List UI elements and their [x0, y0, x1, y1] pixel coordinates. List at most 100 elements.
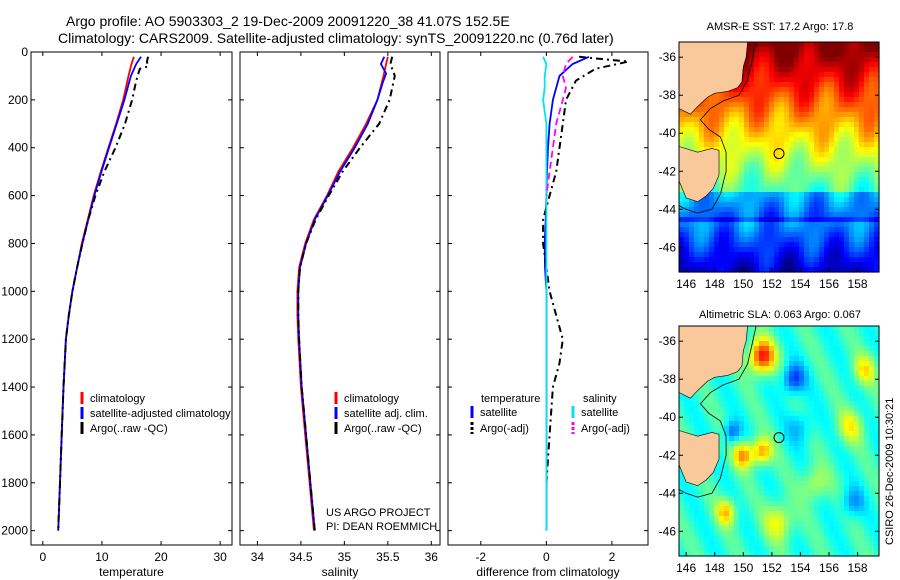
sla-map-cell	[794, 366, 800, 372]
sst-map-cell	[844, 137, 850, 143]
sla-map-cell	[874, 441, 880, 447]
sla-map-cell	[774, 381, 780, 387]
sla-map-cell	[869, 331, 875, 337]
salinity-xtick-label: 34	[251, 550, 265, 564]
sst-map-cell	[824, 157, 830, 163]
sst-map-cell	[839, 132, 845, 138]
sla-map-cell	[749, 551, 755, 557]
sst-map-cell	[839, 212, 845, 218]
sla-map-cell	[794, 371, 800, 377]
sla-map-cell	[689, 501, 695, 507]
sst-map-cell	[844, 112, 850, 118]
sla-map-cell	[699, 416, 705, 422]
sst-map-cell	[844, 97, 850, 103]
sst-map-cell	[829, 102, 835, 108]
sst-map-cell	[704, 267, 710, 273]
sst-map-cell	[764, 202, 770, 208]
sst-map-cell	[709, 97, 715, 103]
sst-map-cell	[764, 177, 770, 183]
sst-map-cell	[844, 42, 850, 48]
sst-map-cell	[789, 262, 795, 268]
sst-map-cell	[784, 187, 790, 193]
sla-map-cell	[804, 546, 810, 552]
sla-map-cell	[724, 436, 730, 442]
sst-map-cell	[819, 192, 825, 198]
sla-map-cell	[804, 396, 810, 402]
sla-map-cell	[764, 331, 770, 337]
sst-map-cell	[824, 107, 830, 113]
sst-map-cell	[754, 247, 760, 253]
sst-map-cell	[754, 212, 760, 218]
sst-map-cell	[864, 152, 870, 158]
sla-map-cell	[794, 526, 800, 532]
sla-map-cell	[709, 406, 715, 412]
sst-map-cell	[759, 212, 765, 218]
sst-map-cell	[689, 207, 695, 213]
sla-map-cell	[849, 466, 855, 472]
sst-map-cell	[864, 127, 870, 133]
sla-map-cell	[679, 426, 685, 432]
sst-map-cell	[759, 122, 765, 128]
sla-map-cell	[739, 366, 745, 372]
sla-map-cell	[849, 506, 855, 512]
sst-map-cell	[834, 237, 840, 243]
sla-map-cell	[864, 506, 870, 512]
sla-map-cell	[864, 411, 870, 417]
sst-map-cell	[719, 242, 725, 248]
sst-map-cell	[754, 242, 760, 248]
sla-map-cell	[679, 486, 685, 492]
sst-map-cell	[779, 222, 785, 228]
sst-map-cell	[784, 182, 790, 188]
sla-map-cell	[829, 346, 835, 352]
sla-map-cell	[754, 451, 760, 457]
sla-map-cell	[864, 426, 870, 432]
sla-map-cell	[749, 436, 755, 442]
sst-map-cell	[849, 167, 855, 173]
sst-map-cell	[814, 172, 820, 178]
sla-map-cell	[809, 426, 815, 432]
sla-map-cell	[724, 476, 730, 482]
sla-map-cell	[769, 341, 775, 347]
sst-map-cell	[834, 192, 840, 198]
sla-map-cell	[814, 466, 820, 472]
sst-map-cell	[774, 42, 780, 48]
sla-map-cell	[854, 486, 860, 492]
sst-map-cell	[859, 47, 865, 53]
sst-map-cell	[869, 72, 875, 78]
sla-map-cell	[784, 491, 790, 497]
sla-map-cell	[794, 361, 800, 367]
sla-map-cell	[814, 421, 820, 427]
sst-map-cell	[769, 222, 775, 228]
sla-map-cell	[739, 536, 745, 542]
sst-map-cell	[819, 262, 825, 268]
sla-map-cell	[809, 431, 815, 437]
sla-map-cell	[719, 396, 725, 402]
sst-map-cell	[684, 227, 690, 233]
sla-map-cell	[849, 546, 855, 552]
sst-map-cell	[759, 62, 765, 68]
sst-map-cell	[804, 122, 810, 128]
sst-map-cell	[714, 252, 720, 258]
sla-map-cell	[744, 501, 750, 507]
sst-map-cell	[804, 62, 810, 68]
sla-map-cell	[854, 541, 860, 547]
sla-map-cell	[869, 346, 875, 352]
sst-map-cell	[824, 77, 830, 83]
sst-map-cell	[849, 192, 855, 198]
sla-map-cell	[764, 441, 770, 447]
sst-map-cell	[724, 137, 730, 143]
sst-map-cell	[784, 172, 790, 178]
sst-map-cell	[784, 162, 790, 168]
sla-map-cell	[759, 391, 765, 397]
sla-map-cell	[779, 331, 785, 337]
sst-map-cell	[864, 252, 870, 258]
sla-map-cell	[699, 486, 705, 492]
sla-map-cell	[864, 331, 870, 337]
sla-map-cell	[744, 546, 750, 552]
sst-map-cell	[744, 187, 750, 193]
sla-map-cell	[819, 511, 825, 517]
sla-map-cell	[754, 516, 760, 522]
sst-map-cell	[759, 97, 765, 103]
sst-map-cell	[804, 97, 810, 103]
sst-map-cell	[799, 257, 805, 263]
